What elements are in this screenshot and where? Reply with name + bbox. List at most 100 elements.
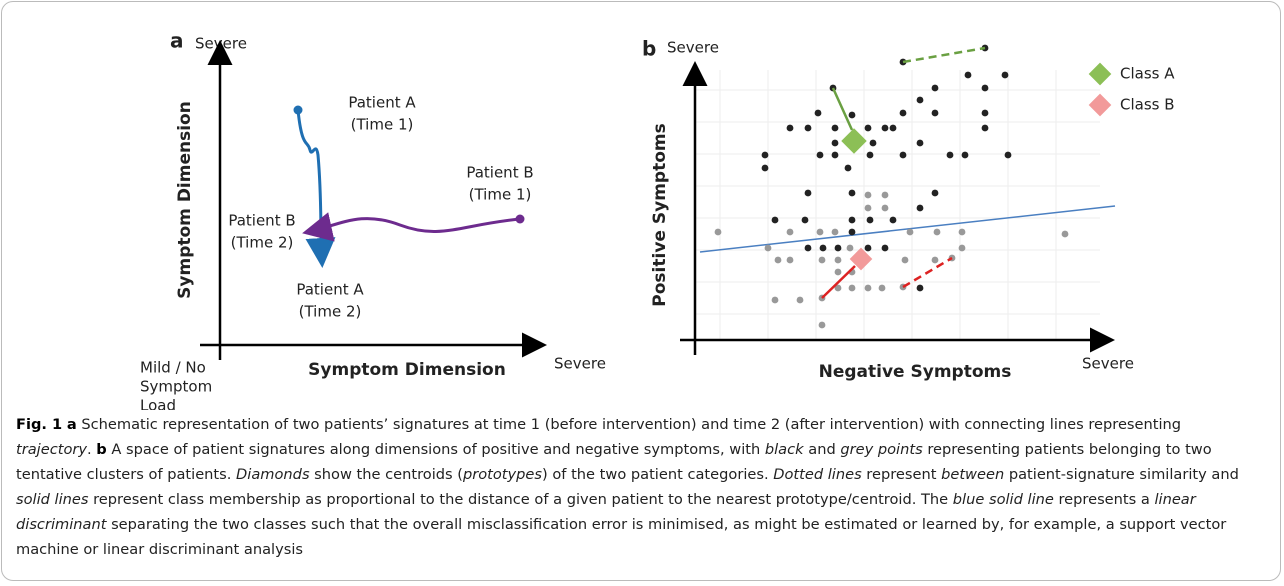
annotation: (Time 2) (299, 303, 362, 321)
caption-run: A space of patient signatures along dime… (106, 441, 765, 458)
caption-run: representing patients belonging to two t… (16, 441, 1212, 483)
annotation: (Time 1) (351, 116, 414, 134)
patient-dot (981, 124, 989, 132)
patient-dot (774, 256, 782, 264)
patient-dot (864, 191, 872, 199)
caption-run: represent class membership as proportion… (88, 491, 953, 508)
patient-dot (834, 244, 842, 252)
patient-dot (906, 228, 914, 236)
patient-dot (771, 296, 779, 304)
panel-label: b (642, 37, 656, 61)
patient-dot (869, 139, 877, 147)
patient-dot (1061, 230, 1069, 238)
axis-end-label: Severe (554, 355, 606, 373)
caption-run: and (803, 441, 841, 458)
patient-dot (881, 204, 889, 212)
caption-run: trajectory (16, 441, 88, 458)
patient-dot (816, 151, 824, 159)
legend-swatch (1088, 93, 1112, 117)
patient-dot (916, 204, 924, 212)
patient-dot (816, 228, 824, 236)
patient-dot (961, 151, 969, 159)
patient-dot (899, 151, 907, 159)
caption-run: show the centroids ( (309, 466, 463, 483)
patient-dot (964, 71, 972, 79)
patient-dot (831, 139, 839, 147)
patient-dot (834, 256, 842, 264)
caption-run: patient-signature similarity and (1004, 466, 1239, 483)
patient-dot (958, 228, 966, 236)
patient-dot (804, 124, 812, 132)
patient-dot (899, 109, 907, 117)
patient-dot (864, 284, 872, 292)
caption-run: b (96, 441, 107, 458)
caption-run: separating the two classes such that the… (16, 516, 1227, 558)
patient-dot (796, 296, 804, 304)
patient-dot (931, 84, 939, 92)
centroid-a (841, 128, 867, 154)
patient-dot (801, 216, 809, 224)
x-axis-title: Symptom Dimension (308, 360, 506, 380)
patient-dot (804, 244, 812, 252)
patient-dot (1001, 71, 1009, 79)
caption-run: prototypes (462, 466, 543, 483)
patient-dot (958, 244, 966, 252)
panel-label: a (170, 29, 184, 53)
caption-run: . (87, 441, 97, 458)
origin-label: Symptom (140, 378, 212, 396)
patient-dot (831, 124, 839, 132)
axis-end-label: Severe (1082, 355, 1134, 373)
caption-run: Dotted lines (773, 466, 862, 483)
patient-dot (916, 284, 924, 292)
patient-dot (981, 84, 989, 92)
origin-label: Load (140, 397, 176, 411)
patient-dot (848, 189, 856, 197)
legend-label: Class A (1120, 65, 1175, 83)
caption-run: represents a (1053, 491, 1155, 508)
patient-dot (848, 111, 856, 119)
start-point (293, 105, 303, 115)
patient-dot (881, 191, 889, 199)
patient-dot (866, 216, 874, 224)
caption-run: blue solid line (952, 491, 1054, 508)
patient-dot (846, 244, 854, 252)
patient-dot (931, 109, 939, 117)
annotation: Patient B (228, 212, 295, 230)
patient-dot (933, 228, 941, 236)
trajectory-a (296, 109, 336, 268)
caption-run: ) of the two patient categories. (542, 466, 774, 483)
patient-dot (786, 256, 794, 264)
trajectory-b (302, 212, 521, 242)
patient-dot (814, 109, 822, 117)
figure: a Severe Symptom Dimension Symptom Dimen… (140, 29, 1175, 411)
annotation: (Time 2) (231, 234, 294, 252)
patient-dot (764, 244, 772, 252)
similarity-line (902, 256, 953, 289)
patient-dot (771, 216, 779, 224)
patient-dot (889, 124, 897, 132)
legend-label: Class B (1120, 96, 1175, 114)
y-axis-title: Positive Symptoms (650, 123, 670, 306)
patient-dot (819, 244, 827, 252)
patient-dot (761, 151, 769, 159)
patient-dot (866, 151, 874, 159)
caption: Fig. 1 a Schematic representation of two… (16, 412, 1261, 562)
patient-dot (831, 228, 839, 236)
patient-dot (931, 189, 939, 197)
patient-dot (901, 256, 909, 264)
patient-dot (804, 189, 812, 197)
patient-dot (848, 216, 856, 224)
patient-dot (834, 284, 842, 292)
caption-run: grey points (840, 441, 923, 458)
x-axis-title: Negative Symptoms (819, 362, 1012, 382)
patient-dot (761, 164, 769, 172)
annotation: Patient A (296, 281, 364, 299)
patient-dot (916, 96, 924, 104)
patient-dot (834, 268, 842, 276)
patient-dot (818, 256, 826, 264)
similarity-line (902, 46, 986, 64)
patient-dot (881, 124, 889, 132)
patient-dot (878, 284, 886, 292)
